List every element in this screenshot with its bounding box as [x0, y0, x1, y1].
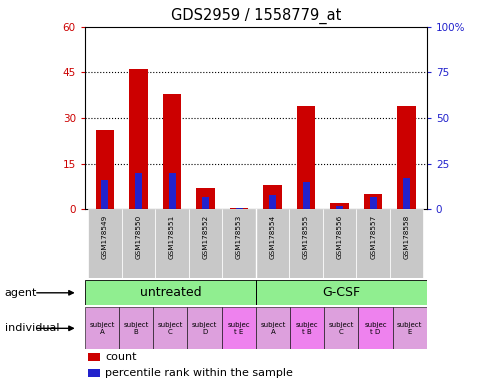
Bar: [289, 307, 324, 349]
Text: subject
E: subject E: [396, 322, 422, 335]
Bar: [196, 188, 214, 209]
Bar: [369, 197, 376, 209]
Bar: [101, 180, 108, 209]
Bar: [222, 209, 256, 278]
Bar: [330, 203, 348, 209]
Text: subject
B: subject B: [123, 322, 149, 335]
Bar: [85, 280, 256, 305]
Bar: [129, 70, 148, 209]
Bar: [121, 209, 155, 278]
Text: GSM178549: GSM178549: [102, 215, 108, 259]
Bar: [88, 209, 121, 278]
Bar: [296, 106, 315, 209]
Bar: [356, 209, 389, 278]
Bar: [88, 353, 100, 361]
Bar: [153, 307, 187, 349]
Bar: [135, 173, 142, 209]
Text: untreated: untreated: [139, 286, 201, 299]
Bar: [358, 307, 392, 349]
Text: subjec
t E: subjec t E: [227, 322, 250, 335]
Bar: [229, 208, 248, 209]
Bar: [335, 206, 343, 209]
Bar: [85, 307, 119, 349]
Text: GSM178555: GSM178555: [302, 215, 308, 259]
Bar: [302, 182, 309, 209]
Text: subjec
t D: subjec t D: [363, 322, 386, 335]
Bar: [202, 197, 209, 209]
Bar: [392, 307, 426, 349]
Text: subject
C: subject C: [157, 322, 182, 335]
Title: GDS2959 / 1558779_at: GDS2959 / 1558779_at: [170, 8, 340, 24]
Bar: [322, 209, 356, 278]
Text: count: count: [105, 352, 136, 362]
Bar: [155, 209, 188, 278]
Bar: [256, 209, 289, 278]
Text: agent: agent: [5, 288, 37, 298]
Bar: [389, 209, 423, 278]
Bar: [397, 106, 415, 209]
Text: GSM178556: GSM178556: [336, 215, 342, 259]
Bar: [221, 307, 256, 349]
Text: GSM178551: GSM178551: [169, 215, 175, 259]
Bar: [324, 307, 358, 349]
Text: subject
A: subject A: [260, 322, 285, 335]
Bar: [269, 195, 275, 209]
Bar: [256, 307, 289, 349]
Bar: [402, 178, 409, 209]
Bar: [163, 94, 181, 209]
Text: subject
C: subject C: [328, 322, 353, 335]
Text: subjec
t B: subjec t B: [295, 322, 318, 335]
Bar: [256, 280, 426, 305]
Bar: [363, 194, 381, 209]
Text: G-CSF: G-CSF: [321, 286, 360, 299]
Text: individual: individual: [5, 323, 59, 333]
Text: GSM178554: GSM178554: [269, 215, 275, 259]
Text: GSM178553: GSM178553: [236, 215, 242, 259]
Bar: [88, 369, 100, 377]
Text: GSM178550: GSM178550: [135, 215, 141, 259]
Bar: [188, 209, 222, 278]
Bar: [263, 185, 281, 209]
Bar: [95, 130, 114, 209]
Text: GSM178557: GSM178557: [369, 215, 376, 259]
Text: GSM178558: GSM178558: [403, 215, 409, 259]
Bar: [187, 307, 221, 349]
Text: GSM178552: GSM178552: [202, 215, 208, 259]
Text: subject
A: subject A: [89, 322, 114, 335]
Text: percentile rank within the sample: percentile rank within the sample: [105, 368, 293, 378]
Bar: [119, 307, 153, 349]
Text: subject
D: subject D: [192, 322, 217, 335]
Bar: [168, 173, 175, 209]
Bar: [289, 209, 322, 278]
